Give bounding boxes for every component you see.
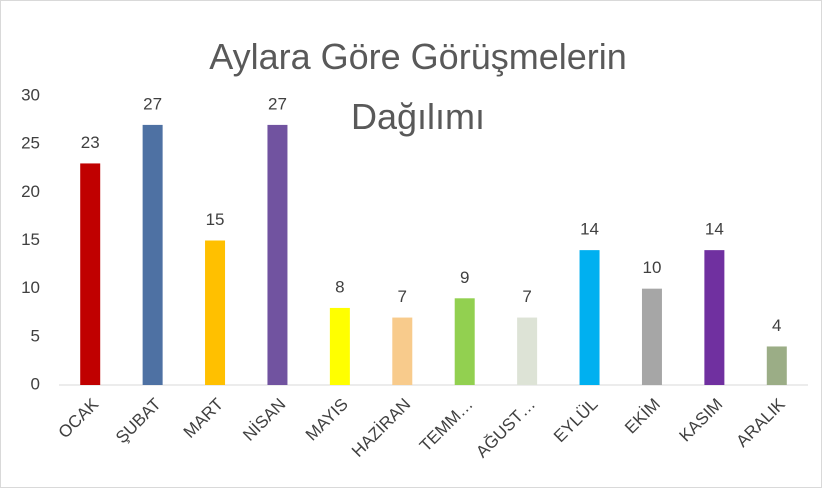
y-tick-label: 5: [31, 326, 40, 345]
bar: [641, 288, 662, 385]
y-tick-label: 30: [21, 85, 40, 104]
value-label: 7: [398, 287, 407, 306]
value-label: 23: [81, 133, 100, 152]
value-label: 27: [268, 94, 287, 113]
bar: [142, 124, 163, 386]
value-label: 7: [522, 287, 531, 306]
y-tick-label: 15: [21, 230, 40, 249]
value-label: 8: [335, 277, 344, 296]
bar: [579, 250, 600, 385]
y-tick-label: 20: [21, 182, 40, 201]
y-tick-label: 25: [21, 134, 40, 153]
bar: [392, 317, 413, 385]
value-label: 10: [642, 258, 661, 277]
bar: [454, 298, 475, 385]
y-tick-label: 0: [31, 374, 40, 393]
bar: [80, 163, 101, 385]
value-label: 15: [206, 210, 225, 229]
bar: [704, 250, 725, 385]
value-label: 27: [143, 94, 162, 113]
bar: [205, 240, 226, 385]
bar: [517, 317, 538, 385]
bar: [329, 307, 350, 385]
bar: [766, 346, 787, 385]
value-label: 14: [580, 220, 599, 239]
value-label: 4: [772, 316, 781, 335]
bar: [267, 124, 288, 386]
value-label: 9: [460, 268, 469, 287]
value-label: 14: [705, 220, 724, 239]
chart-title: Aylara Göre Görüşmelerin Dağılımı: [209, 36, 627, 137]
y-tick-label: 10: [21, 278, 40, 297]
